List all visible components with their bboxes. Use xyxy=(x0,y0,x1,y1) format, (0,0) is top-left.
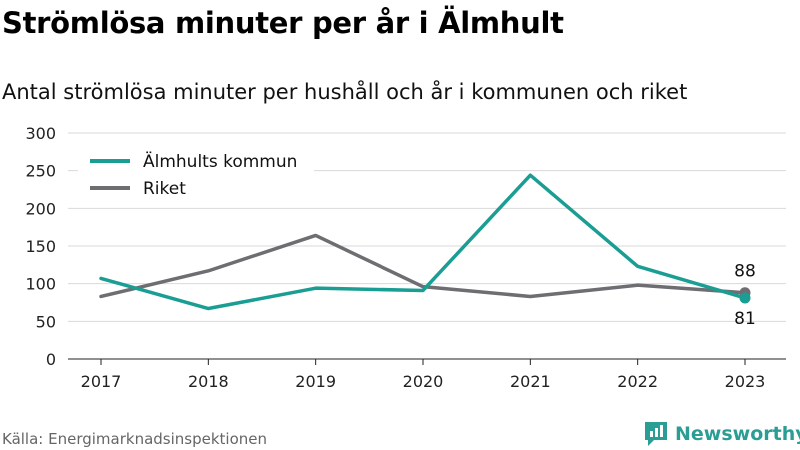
y-tick-label: 0 xyxy=(46,350,56,369)
brand-name: Newsworthy xyxy=(675,423,800,445)
chart-subtitle: Antal strömlösa minuter per hushåll och … xyxy=(2,80,688,104)
y-tick-label: 100 xyxy=(25,275,56,294)
legend-label: Älmhults kommun xyxy=(143,151,297,172)
end-point-almhult xyxy=(739,292,751,304)
legend-label: Riket xyxy=(143,179,186,199)
chart-title: Strömlösa minuter per år i Älmhult xyxy=(2,6,564,40)
end-label-riket: 88 xyxy=(734,262,756,282)
x-tick-label: 2018 xyxy=(188,372,229,391)
series-line-riket xyxy=(99,233,747,299)
x-tick-label: 2021 xyxy=(510,372,551,391)
y-tick-label: 50 xyxy=(36,312,56,331)
x-tick-label: 2022 xyxy=(617,372,658,391)
newsworthy-icon xyxy=(645,422,667,446)
end-label-almhult: 81 xyxy=(734,309,756,329)
source-note: Källa: Energimarknadsinspektionen xyxy=(2,430,268,448)
x-tick-label: 2023 xyxy=(725,372,766,391)
legend-background xyxy=(78,145,314,203)
y-tick-label: 250 xyxy=(25,162,56,181)
series-line-almhult xyxy=(99,173,747,311)
x-tick-label: 2017 xyxy=(81,372,122,391)
y-tick-label: 200 xyxy=(25,199,56,218)
x-tick-label: 2020 xyxy=(403,372,444,391)
newsworthy-logo[interactable]: Newsworthy xyxy=(643,420,800,448)
y-tick-label: 150 xyxy=(25,237,56,256)
y-tick-label: 300 xyxy=(25,124,56,143)
x-tick-label: 2019 xyxy=(295,372,336,391)
